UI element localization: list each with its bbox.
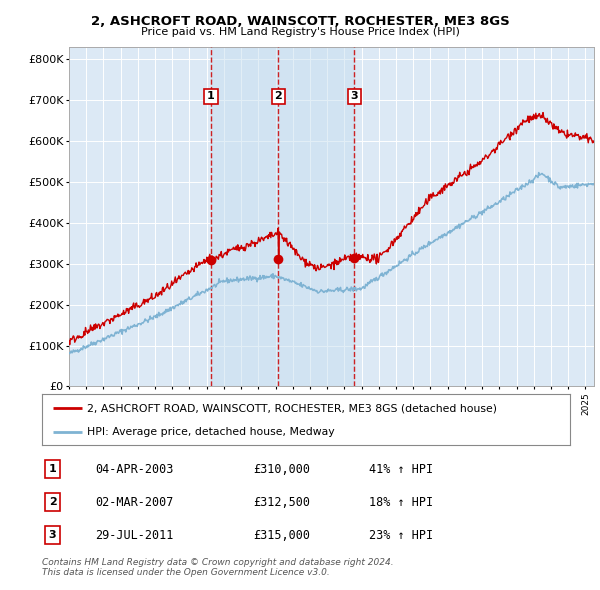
- Text: 2, ASHCROFT ROAD, WAINSCOTT, ROCHESTER, ME3 8GS: 2, ASHCROFT ROAD, WAINSCOTT, ROCHESTER, …: [91, 15, 509, 28]
- Text: 23% ↑ HPI: 23% ↑ HPI: [370, 529, 433, 542]
- Text: 2: 2: [49, 497, 56, 507]
- Text: 29-JUL-2011: 29-JUL-2011: [95, 529, 173, 542]
- Text: 2: 2: [275, 91, 283, 101]
- Text: 41% ↑ HPI: 41% ↑ HPI: [370, 463, 433, 476]
- Text: Contains HM Land Registry data © Crown copyright and database right 2024.
This d: Contains HM Land Registry data © Crown c…: [42, 558, 394, 577]
- Text: Price paid vs. HM Land Registry's House Price Index (HPI): Price paid vs. HM Land Registry's House …: [140, 27, 460, 37]
- Text: 2, ASHCROFT ROAD, WAINSCOTT, ROCHESTER, ME3 8GS (detached house): 2, ASHCROFT ROAD, WAINSCOTT, ROCHESTER, …: [87, 403, 497, 413]
- Text: 3: 3: [350, 91, 358, 101]
- Text: £312,500: £312,500: [253, 496, 310, 509]
- Text: 04-APR-2003: 04-APR-2003: [95, 463, 173, 476]
- Text: 02-MAR-2007: 02-MAR-2007: [95, 496, 173, 509]
- Text: 3: 3: [49, 530, 56, 540]
- Text: 1: 1: [207, 91, 215, 101]
- Text: £310,000: £310,000: [253, 463, 310, 476]
- Text: 1: 1: [49, 464, 56, 474]
- Text: £315,000: £315,000: [253, 529, 310, 542]
- Bar: [211, 47, 355, 386]
- Text: HPI: Average price, detached house, Medway: HPI: Average price, detached house, Medw…: [87, 427, 335, 437]
- Text: 18% ↑ HPI: 18% ↑ HPI: [370, 496, 433, 509]
